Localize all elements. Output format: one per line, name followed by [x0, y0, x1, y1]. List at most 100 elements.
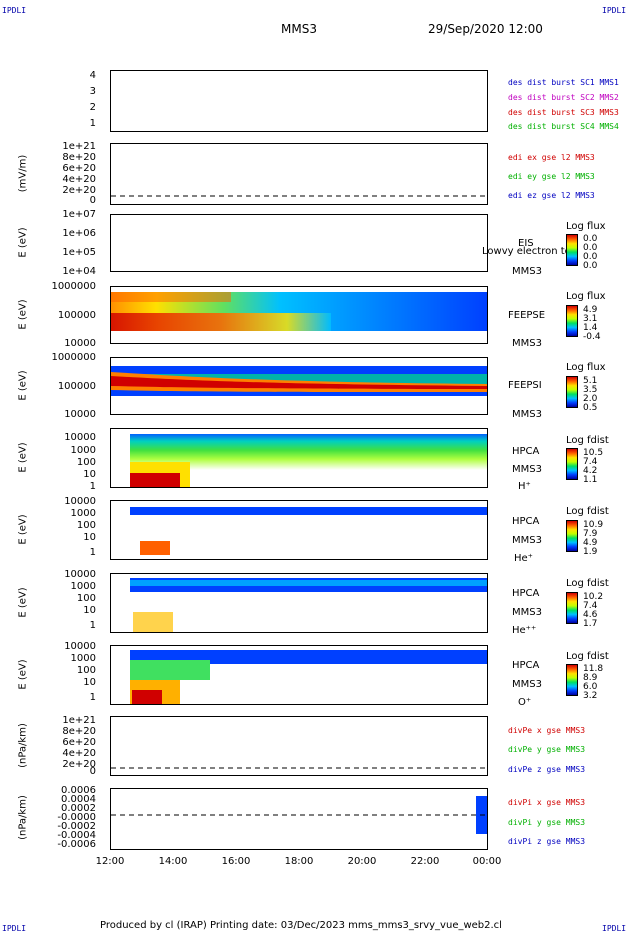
legend-divpi-y: divPi y gse MMS3 [508, 818, 586, 827]
colorbar-title: Log fdist [566, 435, 609, 446]
instrument-label: EIS [518, 238, 534, 249]
colorbar-value: -0.4 [583, 332, 601, 342]
ytick: 1e+21 [62, 715, 96, 726]
spacecraft-title: MMS3 [281, 22, 317, 36]
ytick: 4 [89, 70, 96, 81]
legend-sc3: des dist burst SC3 MMS3 [508, 108, 619, 117]
feepsi-core-band [111, 376, 487, 389]
legend-divpe-x: divPe x gse MMS3 [508, 726, 586, 735]
colorbar-value: 3.2 [583, 691, 598, 701]
ytick: 10000 [64, 569, 96, 580]
colorbar-value: 7.4 [583, 601, 598, 611]
ytick: 1000000 [51, 281, 96, 292]
xtick: 22:00 [410, 856, 440, 867]
colorbar-title: Log fdist [566, 578, 609, 589]
ytick: 10 [83, 469, 96, 480]
legend-divpe-z: divPe z gse MMS3 [508, 765, 586, 774]
feepse-high-band [111, 292, 231, 302]
species-label: He⁺ [514, 553, 533, 564]
colorbar-value: 10.9 [583, 520, 604, 530]
ytick: 100 [76, 457, 96, 468]
spacecraft-label: MMS3 [512, 679, 542, 690]
feepse-low-band [111, 313, 331, 331]
ytick: -0.0006 [57, 839, 96, 850]
colorbar-value: 4.9 [583, 538, 598, 548]
hpca-oplus-peak [132, 690, 162, 704]
xtick: 00:00 [472, 856, 502, 867]
hpca-heplusplus-core [130, 580, 487, 586]
legend-divpe-y: divPe y gse MMS3 [508, 745, 586, 754]
colorbar-title: Log fdist [566, 651, 609, 662]
ytick: 1 [89, 547, 96, 558]
corner-label-tl: IPDLI [2, 6, 27, 15]
colorbar [566, 234, 578, 266]
colorbar-value: 5.1 [583, 376, 598, 386]
instrument-label: FEEPSE [508, 310, 546, 321]
ytick: 100 [76, 665, 96, 676]
ytick: 10 [83, 532, 96, 543]
colorbar [566, 448, 578, 480]
ytick: 6e+20 [62, 737, 96, 748]
legend-divpi-x: divPi x gse MMS3 [508, 798, 586, 807]
xtick: 14:00 [158, 856, 188, 867]
corner-label-tr: IPDLI [602, 6, 627, 15]
ytick: 2 [89, 102, 96, 113]
ytick: 8e+20 [62, 152, 96, 163]
colorbar-value: 4.2 [583, 466, 598, 476]
ytick: 1e+04 [62, 266, 96, 277]
ytick: 1000 [70, 445, 96, 456]
ytick: 1000 [70, 581, 96, 592]
ytick: -0.0000 [57, 812, 96, 823]
colorbar-value: 10.5 [583, 448, 604, 458]
instrument-label: HPCA [512, 516, 540, 527]
panel-des-dist [110, 70, 488, 132]
colorbar-value: 6.0 [583, 682, 598, 692]
hpca-heplusplus-low [133, 612, 173, 632]
ytick: 3 [89, 86, 96, 97]
ytick: 10000 [64, 409, 96, 420]
colorbar [566, 376, 578, 408]
colorbar [566, 520, 578, 552]
spacecraft-label: MMS3 [512, 338, 542, 349]
hpca-heplus-low [140, 541, 170, 555]
ytick: 10000 [64, 432, 96, 443]
hpca-heplus-band [130, 507, 487, 515]
ytick: 1 [89, 481, 96, 492]
ytick: 1000000 [51, 352, 96, 363]
colorbar-title: Log fdist [566, 506, 609, 517]
ytick: 1e+05 [62, 247, 96, 258]
overlay-label: Lowvy electron to [482, 246, 571, 257]
colorbar-title: Log flux [566, 221, 606, 232]
ytick: -0.0004 [57, 830, 96, 841]
ytick: 4e+20 [62, 748, 96, 759]
ytick: 8e+20 [62, 726, 96, 737]
ytick: 0.0006 [61, 785, 96, 796]
ytick: 1e+07 [62, 209, 96, 220]
spacecraft-label: MMS3 [512, 266, 542, 277]
colorbar-value: 1.7 [583, 619, 598, 629]
panel-divpe [110, 716, 488, 776]
colorbar-value: 0.0 [583, 243, 598, 253]
date-title: 29/Sep/2020 12:00 [428, 22, 543, 36]
colorbar [566, 664, 578, 696]
footer-text: Produced by cl (IRAP) Printing date: 03/… [100, 920, 502, 931]
species-label: O⁺ [518, 697, 532, 708]
instrument-label: FEEPSI [508, 380, 542, 391]
ytick: 10000 [64, 496, 96, 507]
corner-label-bl: IPDLI [2, 924, 27, 933]
ytick: 1e+21 [62, 141, 96, 152]
instrument-label: HPCA [512, 446, 540, 457]
colorbar-title: Log flux [566, 291, 606, 302]
xtick: 20:00 [347, 856, 377, 867]
colorbar-value: 1.4 [583, 323, 598, 333]
ytick: 100 [76, 593, 96, 604]
colorbar-value: 1.1 [583, 475, 598, 485]
ytick: 0.0004 [61, 794, 96, 805]
xtick: 12:00 [95, 856, 125, 867]
ytick: 10000 [64, 338, 96, 349]
corner-label-br: IPDLI [602, 924, 627, 933]
ytick: 10000 [64, 641, 96, 652]
colorbar-value: 4.9 [583, 305, 598, 315]
species-label: H⁺ [518, 481, 531, 492]
